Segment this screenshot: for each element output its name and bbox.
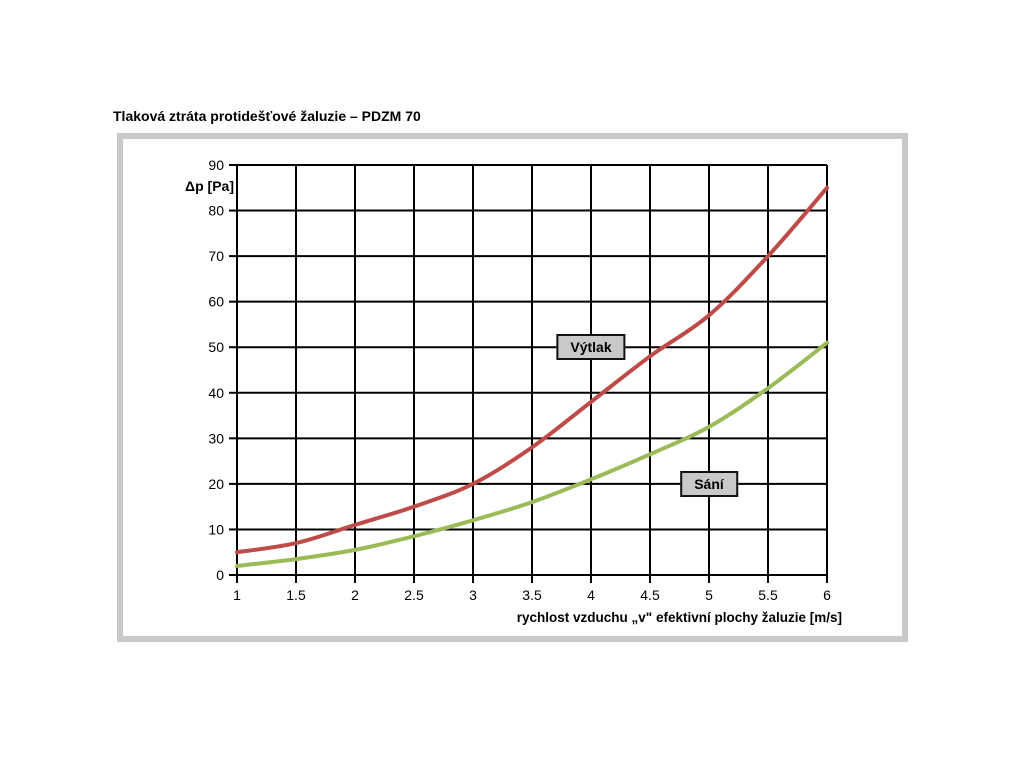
curve-výtlak [235, 185, 829, 555]
y-tick-label: 10 [208, 521, 224, 537]
y-tick-label: 80 [208, 203, 224, 219]
series-label-vytlak: Výtlak [556, 334, 626, 361]
y-tick-label: 30 [208, 430, 224, 446]
x-tick-label: 2 [351, 587, 359, 603]
x-tick-label: 5.5 [758, 587, 778, 603]
series-label-sani: Sání [680, 470, 738, 497]
x-tick-label: 2.5 [404, 587, 424, 603]
x-tick-label: 4 [587, 587, 595, 603]
y-tick-label: 90 [208, 157, 224, 173]
y-axis-title: Δp [Pa] [185, 178, 234, 194]
x-axis-title: rychlost vzduchu „v" efektivní plochy ža… [516, 610, 842, 625]
x-tick-label: 1.5 [286, 587, 306, 603]
x-tick-label: 6 [823, 587, 831, 603]
y-tick-label: 70 [208, 248, 224, 264]
y-tick-label: 0 [216, 567, 224, 583]
x-tick-label: 1 [233, 587, 241, 603]
y-tick-label: 60 [208, 294, 224, 310]
curve-sání [235, 340, 829, 568]
x-tick-label: 3 [469, 587, 477, 603]
y-tick-label: 40 [208, 385, 224, 401]
x-tick-label: 5 [705, 587, 713, 603]
y-tick-label: 20 [208, 476, 224, 492]
x-tick-label: 4.5 [640, 587, 660, 603]
chart-title: Tlaková ztráta protidešťové žaluzie – PD… [113, 108, 421, 124]
x-tick-label: 3.5 [522, 587, 542, 603]
y-tick-label: 50 [208, 339, 224, 355]
chart-frame [117, 133, 908, 642]
